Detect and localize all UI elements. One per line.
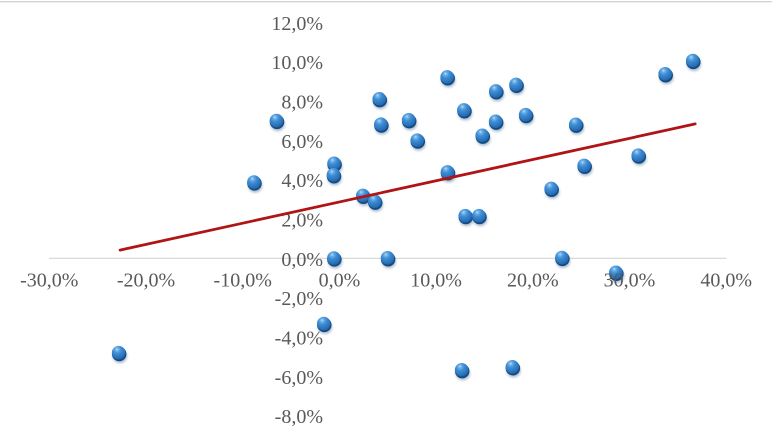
svg-text:-4,0%: -4,0%: [275, 328, 323, 350]
svg-text:10,0%: 10,0%: [271, 52, 323, 74]
svg-text:0,0%: 0,0%: [281, 249, 323, 271]
svg-text:40,0%: 40,0%: [700, 270, 752, 292]
svg-text:8,0%: 8,0%: [281, 92, 323, 114]
svg-text:30,0%: 30,0%: [604, 270, 656, 292]
svg-text:2,0%: 2,0%: [281, 210, 323, 232]
svg-text:10,0%: 10,0%: [410, 270, 462, 292]
svg-text:4,0%: 4,0%: [281, 170, 323, 192]
svg-text:20,0%: 20,0%: [507, 270, 559, 292]
svg-text:-10,0%: -10,0%: [214, 270, 272, 292]
svg-text:-2,0%: -2,0%: [275, 288, 323, 310]
svg-text:-8,0%: -8,0%: [275, 406, 323, 428]
svg-text:0,0%: 0,0%: [319, 270, 361, 292]
svg-text:6,0%: 6,0%: [281, 131, 323, 153]
svg-text:-20,0%: -20,0%: [117, 270, 175, 292]
svg-text:-6,0%: -6,0%: [275, 367, 323, 389]
svg-text:-30,0%: -30,0%: [20, 270, 78, 292]
svg-text:12,0%: 12,0%: [271, 13, 323, 35]
